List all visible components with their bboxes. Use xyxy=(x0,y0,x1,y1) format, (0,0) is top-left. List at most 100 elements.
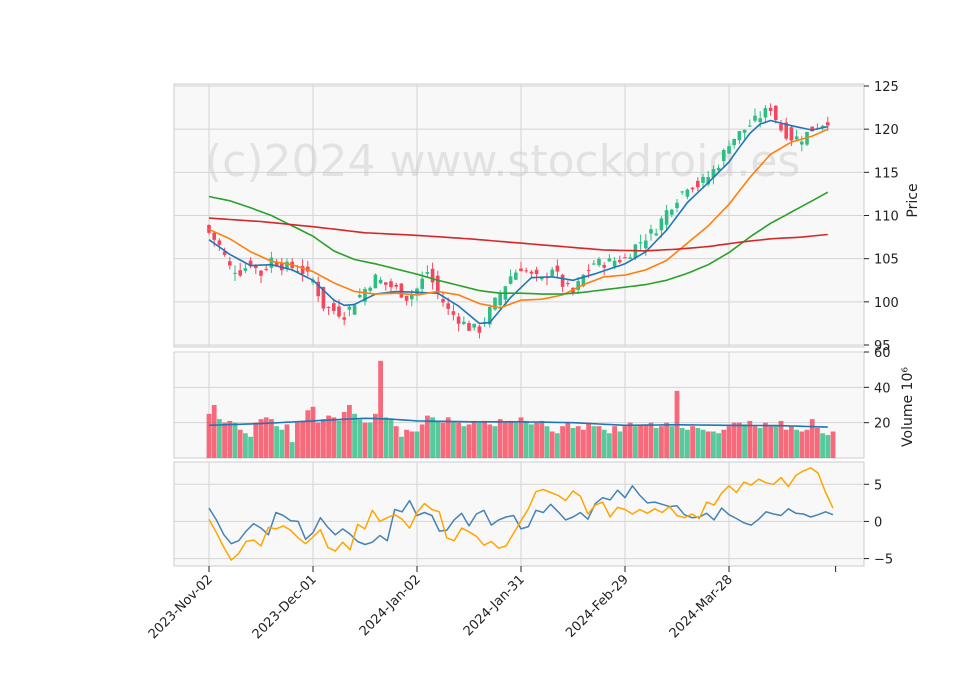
candle-body xyxy=(706,177,710,185)
candle-body xyxy=(217,240,222,245)
volume-bar xyxy=(783,429,789,458)
x-tick-label: 2024-Feb-29 xyxy=(563,572,632,641)
volume-bar xyxy=(321,419,326,458)
candle-body xyxy=(316,281,320,297)
volume-bar xyxy=(300,420,305,458)
candle-body xyxy=(612,260,617,267)
candle-body xyxy=(446,303,450,309)
candle-body xyxy=(207,225,211,233)
candle-body xyxy=(722,150,726,162)
volume-bar xyxy=(726,426,732,458)
candle-body xyxy=(794,136,799,140)
candle-body xyxy=(462,321,466,324)
volume-bar xyxy=(752,426,758,458)
volume-bar xyxy=(601,429,607,458)
volume-bar xyxy=(253,422,259,458)
volume-bar xyxy=(310,406,316,458)
volume-bar xyxy=(393,426,399,458)
candle-body xyxy=(326,306,331,308)
candle-body xyxy=(644,240,648,249)
candle-body xyxy=(820,125,825,127)
volume-bar xyxy=(794,429,799,458)
candle-body xyxy=(742,129,747,133)
x-tick-label: 2024-Jan-31 xyxy=(461,572,528,639)
volume-bar xyxy=(409,431,415,458)
candle-body xyxy=(727,146,731,154)
volume-bar xyxy=(560,426,565,458)
volume-y-tick-label: 60 xyxy=(874,346,891,361)
candle-body xyxy=(472,323,476,328)
candle-body xyxy=(285,261,289,268)
volume-bar xyxy=(279,429,285,458)
candle-body xyxy=(628,257,632,259)
candle-body xyxy=(238,270,242,276)
volume-bar xyxy=(549,431,555,458)
volume-bar xyxy=(419,424,425,458)
volume-bar xyxy=(575,426,581,458)
candle-body xyxy=(430,268,435,283)
volume-bar xyxy=(404,429,409,458)
candle-body xyxy=(748,125,752,127)
candle-body xyxy=(670,209,674,215)
volume-bar xyxy=(497,419,503,458)
candle-body xyxy=(378,279,383,284)
candle-body xyxy=(550,269,554,276)
candle-body xyxy=(404,295,409,301)
ma_fast-line xyxy=(208,119,828,325)
volume-bar xyxy=(820,433,825,458)
candle-body xyxy=(592,263,596,265)
candle-body xyxy=(399,283,404,298)
volume-bar xyxy=(362,422,368,458)
candle-body xyxy=(358,294,362,298)
volume-bar xyxy=(612,426,617,458)
candle-body xyxy=(638,242,643,244)
volume-bar xyxy=(711,431,716,458)
candle-body xyxy=(534,269,539,275)
volume-bar xyxy=(622,426,628,458)
candle-body xyxy=(597,258,601,266)
volume-bar xyxy=(695,427,701,458)
volume-bar xyxy=(596,426,602,458)
volume-bar xyxy=(347,405,352,458)
oscillator-panel xyxy=(173,461,865,567)
volume-bar xyxy=(336,420,342,458)
candle-body xyxy=(332,303,336,311)
volume-bar xyxy=(617,431,623,458)
candle-body xyxy=(436,275,440,293)
osc-y-tick-label: −5 xyxy=(874,553,893,568)
candle-body xyxy=(659,218,664,231)
volume-bar xyxy=(305,410,311,458)
candle-body xyxy=(415,288,419,295)
volume-bar xyxy=(721,429,727,458)
volume-bar xyxy=(799,431,805,458)
price-y-tick-label: 100 xyxy=(874,296,899,311)
volume-ma-line xyxy=(208,417,828,428)
volume-bar xyxy=(659,426,664,458)
volume-y-tick-label: 40 xyxy=(874,381,891,396)
candle-body xyxy=(779,124,783,131)
volume-bar xyxy=(445,417,451,458)
volume-bar xyxy=(716,433,721,458)
candle-body xyxy=(321,286,326,309)
volume-bar xyxy=(804,429,810,458)
volume-bar xyxy=(768,426,773,458)
candle-body xyxy=(555,265,560,272)
candle-body xyxy=(732,138,736,146)
volume-bar xyxy=(685,429,690,458)
candle-body xyxy=(300,265,305,274)
price-y-tick-label: 110 xyxy=(874,210,899,225)
osc-y-tick-label: 0 xyxy=(874,515,882,530)
candle-body xyxy=(451,311,456,315)
volume-bar xyxy=(643,424,649,458)
volume-bar xyxy=(471,420,477,458)
osc_b-line xyxy=(208,467,834,561)
candle-body xyxy=(212,232,216,240)
candle-body xyxy=(649,229,653,234)
volume-bar xyxy=(544,426,550,458)
candle-body xyxy=(768,107,773,112)
candle-body xyxy=(784,122,788,139)
volume-bar xyxy=(357,419,363,458)
volume-bar xyxy=(731,422,737,458)
candle-body xyxy=(737,131,742,141)
candle-body xyxy=(420,278,424,289)
